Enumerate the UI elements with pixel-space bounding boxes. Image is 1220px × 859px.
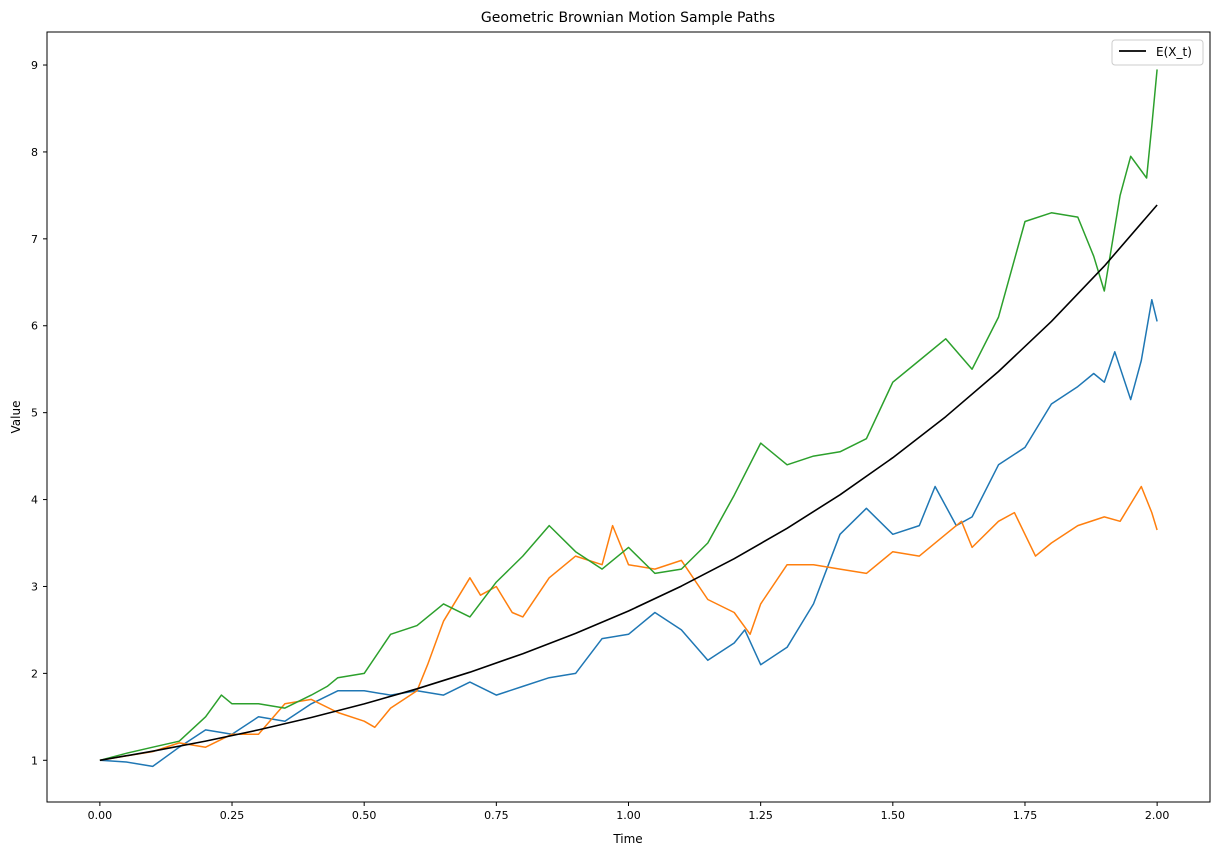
y-tick-label: 4 [31, 494, 38, 507]
y-tick-label: 8 [31, 146, 38, 159]
y-tick-label: 2 [31, 667, 38, 680]
y-tick-label: 3 [31, 580, 38, 593]
axis-ticks: 0.00 0.25 0.50 0.75 1.00 1.25 1.50 1.75 2.00 1 2 3 4… [31, 59, 1169, 822]
x-tick-label: 1.00 [616, 809, 641, 822]
plot-frame [46, 31, 1211, 803]
sample-path-line-2 [99, 485, 1158, 762]
legend: E(X_t) [1111, 39, 1204, 66]
x-tick-label: 0.25 [220, 809, 245, 822]
chart-title: Geometric Brownian Motion Sample Paths [481, 10, 775, 26]
expected-value-line [99, 204, 1158, 762]
y-tick-label: 1 [31, 754, 38, 767]
y-axis-label: Value [9, 401, 23, 434]
series-lines [99, 69, 1158, 768]
sample-path-line-3 [99, 69, 1158, 762]
y-tick-label: 7 [31, 233, 38, 246]
x-tick-label: 0.50 [352, 809, 377, 822]
x-axis-label: Time [612, 832, 642, 846]
y-tick-label: 5 [31, 407, 38, 420]
y-tick-label: 6 [31, 320, 38, 333]
y-tick-label: 9 [31, 59, 38, 72]
x-tick-label: 0.00 [88, 809, 113, 822]
x-tick-label: 1.50 [881, 809, 906, 822]
x-tick-label: 2.00 [1145, 809, 1170, 822]
x-tick-label: 1.75 [1013, 809, 1038, 822]
x-tick-label: 0.75 [484, 809, 509, 822]
x-tick-label: 1.25 [748, 809, 773, 822]
sample-path-line-1 [99, 298, 1158, 768]
legend-label: E(X_t) [1156, 45, 1192, 59]
